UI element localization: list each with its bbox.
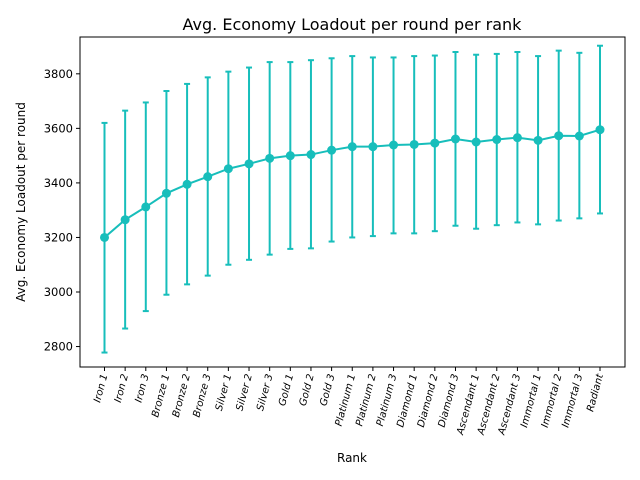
data-point (430, 138, 440, 148)
data-point (306, 150, 316, 160)
y-tick-label: 3800 (44, 67, 73, 81)
x-tick-label: Gold 3 (318, 373, 337, 407)
x-tick-label: Gold 1 (277, 373, 296, 407)
data-point (492, 135, 502, 145)
x-tick-label: Diamond 1 (395, 373, 420, 429)
data-point (471, 137, 481, 147)
x-tick-label: Bronze 1 (150, 373, 172, 419)
x-tick-label: Silver 2 (235, 373, 255, 412)
y-axis: 2800 3000 3200 3400 3600 3800 (44, 67, 80, 354)
data-point (120, 215, 130, 225)
data-point (595, 125, 605, 135)
x-tick-label: Platinum 1 (334, 373, 358, 428)
data-point (161, 188, 171, 198)
data-point (574, 131, 584, 141)
y-tick-label: 3400 (44, 176, 73, 190)
x-tick-label: Bronze 2 (171, 373, 193, 419)
x-tick-label: Silver 1 (214, 373, 234, 412)
data-point (244, 159, 254, 169)
y-tick-label: 3200 (44, 230, 73, 244)
data-point (533, 135, 543, 145)
chart-title: Avg. Economy Loadout per round per rank (183, 15, 523, 34)
x-tick-label: Iron 1 (92, 373, 110, 404)
x-tick-label: Radiant (585, 372, 606, 413)
y-axis-label: Avg. Economy Loadout per round (14, 102, 28, 302)
data-point (327, 145, 337, 155)
data-point (182, 179, 192, 189)
x-tick-label: Bronze 3 (192, 373, 214, 419)
data-point (554, 131, 564, 141)
data-point (265, 153, 275, 163)
data-point (368, 142, 378, 152)
x-tick-label: Silver 3 (255, 373, 275, 412)
x-tick-label: Platinum 2 (354, 373, 378, 428)
x-tick-label: Iron 2 (113, 373, 131, 404)
data-point (203, 172, 213, 182)
data-point (409, 139, 419, 149)
data-point (100, 232, 109, 242)
x-tick-label: Diamond 2 (416, 373, 441, 429)
data-point (285, 151, 295, 161)
data-point (389, 140, 399, 150)
data-point (141, 202, 151, 212)
x-axis-label: Rank (337, 451, 367, 465)
data-point (450, 134, 460, 144)
data-point (347, 142, 357, 152)
y-tick-label: 2800 (44, 340, 73, 354)
x-tick-label: Platinum 3 (375, 373, 399, 428)
x-tick-label: Iron 3 (134, 373, 152, 404)
plot-area (100, 44, 605, 354)
x-tick-label: Immortal 3 (560, 373, 585, 429)
y-tick-label: 3600 (44, 121, 73, 135)
x-tick-label: Gold 2 (298, 373, 317, 407)
y-tick-label: 3000 (44, 285, 73, 299)
data-point (223, 164, 233, 174)
data-point (512, 133, 522, 143)
x-tick-label: Diamond 3 (437, 373, 462, 429)
